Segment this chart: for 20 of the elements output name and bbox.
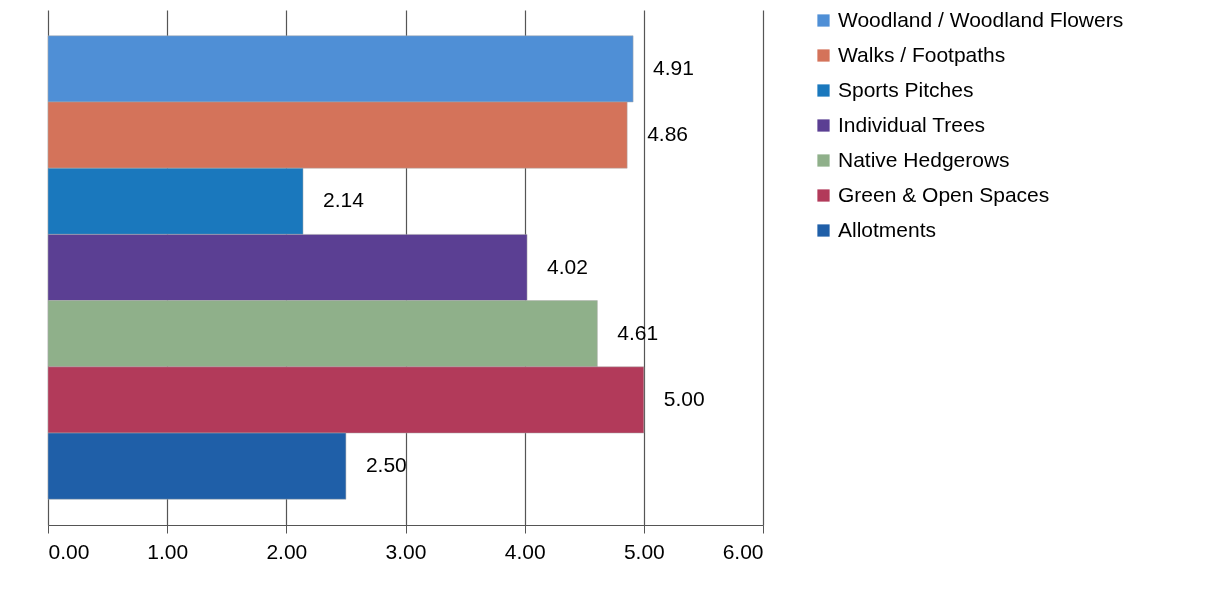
x-tick-label: 2.00: [266, 539, 308, 563]
data-label: 5.00: [663, 386, 705, 410]
legend-label: Native Hedgerows: [838, 147, 1010, 171]
data-label: 4.02: [547, 254, 588, 278]
data-label: 4.86: [647, 122, 689, 146]
legend-label: Woodland / Woodland Flowers: [838, 7, 1124, 31]
x-tick-label: 6.00: [722, 539, 764, 563]
legend-label: Walks / Footpaths: [838, 42, 1006, 66]
x-tick-label: 0.00: [48, 539, 90, 563]
x-tick-label: 4.00: [504, 539, 546, 563]
data-label: 2.50: [365, 453, 407, 477]
x-tick-label: 1.00: [147, 539, 189, 563]
x-tick-label: 3.00: [385, 539, 427, 563]
legend-label: Green & Open Spaces: [838, 182, 1050, 206]
legend-label: Sports Pitches: [838, 77, 974, 101]
data-label: 4.91: [653, 55, 694, 79]
legend-label: Individual Trees: [838, 112, 986, 136]
x-tick-label: 5.00: [623, 539, 665, 563]
legend-label: Allotments: [838, 217, 937, 241]
data-label: 2.14: [323, 188, 365, 212]
